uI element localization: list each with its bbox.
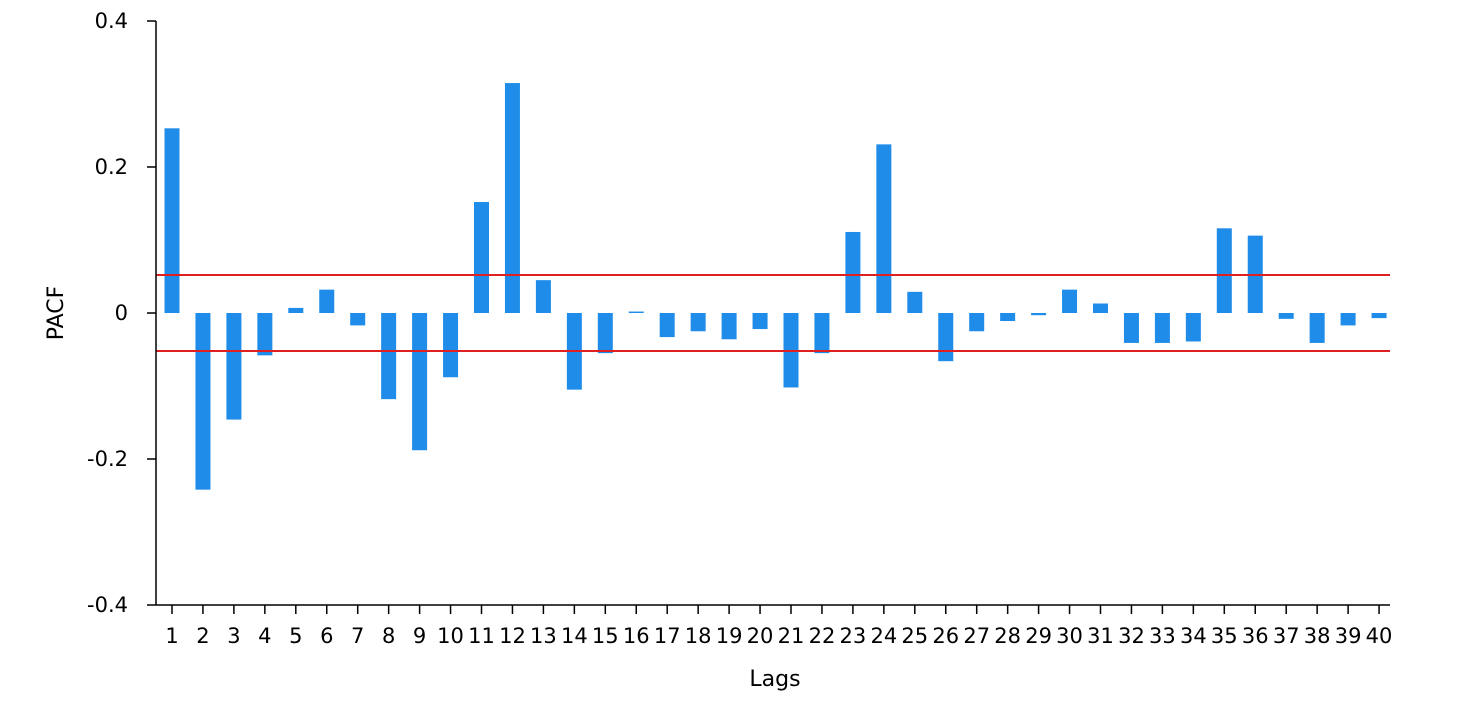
x-tick-label: 29	[1025, 624, 1052, 648]
bars-group	[164, 83, 1387, 490]
bar-lag-5	[288, 307, 304, 313]
x-tick-label: 32	[1118, 624, 1145, 648]
axes-group	[155, 21, 1390, 606]
x-tick-label: 9	[413, 624, 426, 648]
bar-lag-27	[969, 313, 985, 332]
x-tick-label: 27	[963, 624, 990, 648]
bar-lag-10	[443, 313, 459, 378]
bar-lag-29	[1031, 313, 1047, 316]
x-tick-label: 36	[1242, 624, 1269, 648]
x-tick-label: 18	[685, 624, 712, 648]
bar-lag-18	[690, 313, 706, 332]
x-tick-label: 37	[1273, 624, 1300, 648]
x-tick-label: 39	[1335, 624, 1362, 648]
x-tick-label: 24	[870, 624, 897, 648]
x-tick-label: 6	[320, 624, 333, 648]
x-tick-label: 40	[1366, 624, 1393, 648]
bar-lag-8	[381, 313, 397, 400]
bar-lag-11	[474, 202, 489, 313]
bar-lag-7	[350, 313, 366, 326]
y-axis-title: PACF	[44, 286, 69, 341]
bar-lag-33	[1154, 313, 1170, 343]
bar-lag-4	[257, 313, 273, 356]
y-ticks-group: 0.4 0.2 0 -0.2 -0.4	[87, 9, 156, 617]
bar-lag-28	[1000, 313, 1016, 322]
bar-lag-19	[721, 313, 737, 340]
x-tick-label: 11	[468, 624, 495, 648]
bar-lag-23	[845, 231, 861, 313]
y-tick-label: 0	[115, 301, 128, 325]
confidence-lines	[156, 274, 1390, 352]
x-tick-label: 12	[499, 624, 526, 648]
x-tick-label: 15	[592, 624, 619, 648]
x-tick-label: 7	[351, 624, 364, 648]
x-tick-label: 2	[196, 624, 209, 648]
x-tick-label: 13	[530, 624, 557, 648]
bar-lag-17	[659, 313, 675, 338]
bar-lag-20	[752, 313, 768, 330]
y-tick-label: -0.2	[87, 447, 128, 471]
bar-lag-40	[1371, 313, 1387, 319]
x-axis-title: Lags	[749, 667, 800, 692]
x-tick-label: 19	[716, 624, 743, 648]
bar-lag-25	[907, 291, 923, 313]
x-tick-label: 33	[1149, 624, 1176, 648]
x-tick-label: 30	[1056, 624, 1083, 648]
x-tick-label: 10	[437, 624, 464, 648]
x-tick-label: 14	[561, 624, 588, 648]
x-tick-label: 22	[809, 624, 836, 648]
bar-lag-24	[876, 144, 892, 313]
x-tick-label: 17	[654, 624, 681, 648]
bar-lag-39	[1340, 313, 1356, 326]
bar-lag-32	[1123, 313, 1139, 343]
y-tick-label: -0.4	[87, 593, 128, 617]
x-tick-label: 23	[840, 624, 867, 648]
bar-lag-38	[1309, 313, 1325, 343]
bar-lag-2	[195, 313, 211, 490]
x-tick-label: 3	[227, 624, 240, 648]
bar-lag-31	[1093, 303, 1108, 313]
x-tick-label: 4	[258, 624, 271, 648]
bar-lag-6	[319, 289, 335, 313]
bar-lag-22	[814, 313, 830, 354]
bar-lag-9	[412, 313, 428, 451]
x-tick-label: 34	[1180, 624, 1207, 648]
x-ticks-group: 1 2 3 4 5 6 7 8 9 10 11 12 13 14 15 16 17 18 19 20 21 22 23 24 2…	[165, 605, 1392, 648]
y-tick-label: 0.4	[95, 9, 128, 33]
x-tick-label: 25	[901, 624, 928, 648]
bar-lag-12	[504, 83, 520, 313]
x-tick-label: 35	[1211, 624, 1238, 648]
bar-lag-26	[938, 313, 954, 362]
bar-lag-37	[1278, 313, 1294, 319]
x-tick-label: 20	[747, 624, 774, 648]
bar-lag-1	[164, 128, 180, 313]
x-tick-label: 31	[1087, 624, 1114, 648]
x-tick-label: 16	[623, 624, 650, 648]
bar-lag-16	[628, 311, 644, 313]
x-tick-label: 26	[932, 624, 959, 648]
x-tick-label: 1	[165, 624, 178, 648]
y-tick-label: 0.2	[95, 155, 128, 179]
bar-lag-35	[1216, 228, 1232, 313]
x-tick-label: 8	[382, 624, 395, 648]
bar-lag-15	[597, 313, 613, 354]
x-tick-label: 5	[289, 624, 302, 648]
bar-lag-30	[1062, 289, 1078, 313]
bar-lag-3	[226, 313, 242, 420]
x-tick-label: 21	[778, 624, 805, 648]
bar-lag-34	[1185, 313, 1201, 342]
bar-lag-13	[535, 280, 551, 313]
x-tick-label: 28	[994, 624, 1021, 648]
x-tick-label: 38	[1304, 624, 1331, 648]
